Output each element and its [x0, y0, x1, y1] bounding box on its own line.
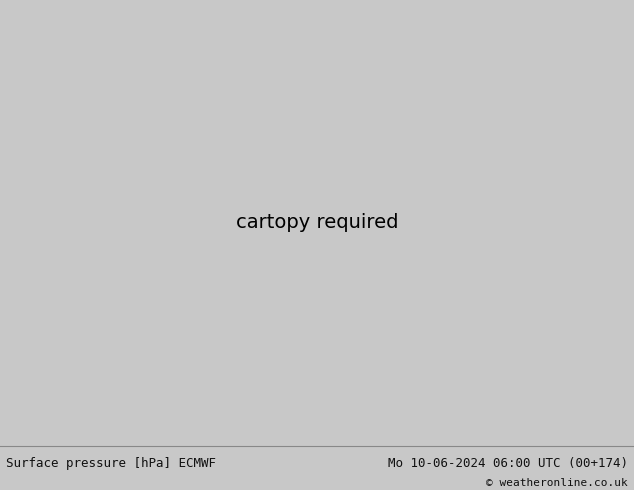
Text: Surface pressure [hPa] ECMWF: Surface pressure [hPa] ECMWF [6, 457, 216, 470]
Text: © weatheronline.co.uk: © weatheronline.co.uk [486, 478, 628, 488]
Text: Mo 10-06-2024 06:00 UTC (00+174): Mo 10-06-2024 06:00 UTC (00+174) [387, 457, 628, 470]
Text: cartopy required: cartopy required [236, 214, 398, 232]
